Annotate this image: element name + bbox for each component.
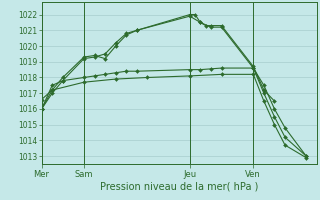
X-axis label: Pression niveau de la mer( hPa ): Pression niveau de la mer( hPa ): [100, 181, 258, 191]
